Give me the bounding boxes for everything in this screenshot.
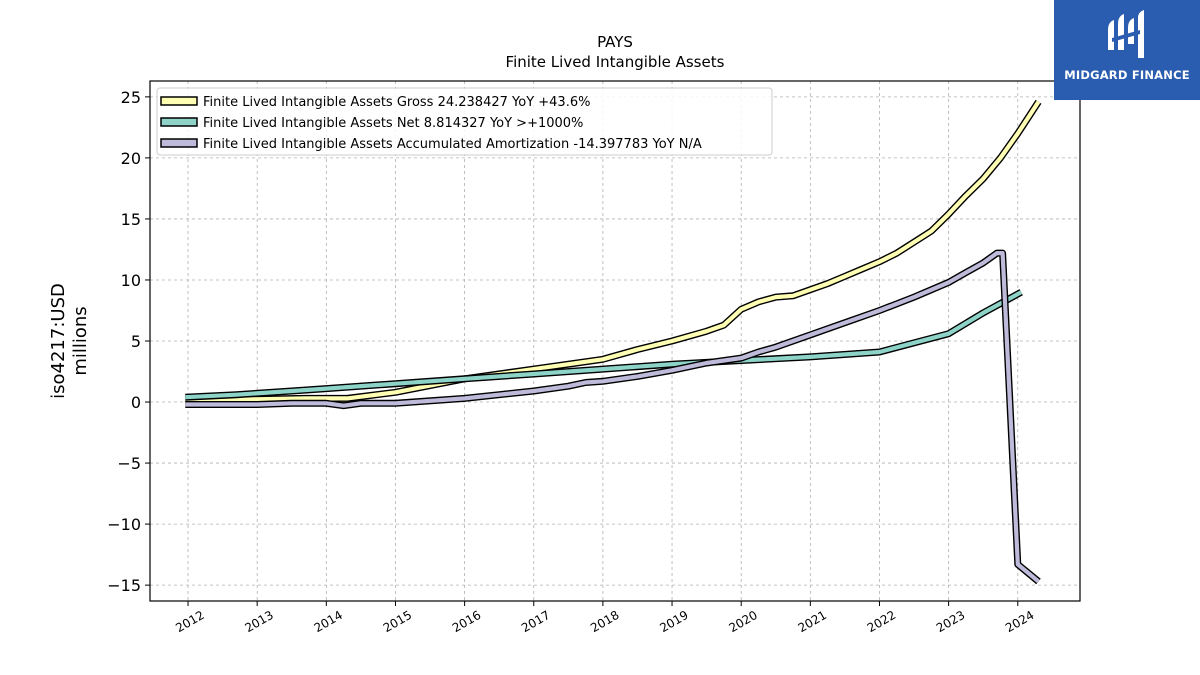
series-line-outline xyxy=(185,249,1041,585)
x-tick-label: 2024 xyxy=(1003,608,1036,635)
y-tick-label: 20 xyxy=(121,149,141,168)
plot-frame xyxy=(149,80,1081,602)
legend-swatch xyxy=(160,96,198,106)
x-tick-label: 2014 xyxy=(312,608,345,635)
logo-text: MIDGARD FINANCE xyxy=(1064,68,1190,82)
x-tick-label: 2021 xyxy=(796,608,829,635)
y-tick-label: −15 xyxy=(107,576,141,595)
legend: Finite Lived Intangible Assets Gross 24.… xyxy=(156,87,773,156)
series-line xyxy=(185,290,1023,400)
legend-label: Finite Lived Intangible Assets Accumulat… xyxy=(203,137,702,152)
x-tick-label: 2020 xyxy=(726,608,759,635)
x-tick-label: 2012 xyxy=(173,608,206,635)
x-tick-label: 2023 xyxy=(934,608,967,635)
legend-swatch xyxy=(160,138,198,148)
y-axis-label-line2: millions xyxy=(70,306,91,375)
y-tick-label: 5 xyxy=(131,332,141,351)
x-tick-label: 2018 xyxy=(588,608,621,635)
legend-swatch xyxy=(160,117,198,127)
x-tick-label: 2017 xyxy=(519,608,552,635)
y-tick-label: 10 xyxy=(121,271,141,290)
y-axis-label-line1: iso4217:USD xyxy=(48,283,69,399)
x-tick-label: 2022 xyxy=(865,608,898,635)
x-tick-label: 2016 xyxy=(450,608,483,635)
x-tick-label: 2015 xyxy=(381,608,414,635)
y-tick-label: 15 xyxy=(121,210,141,229)
y-tick-label: −10 xyxy=(107,515,141,534)
grid-lines xyxy=(150,81,1080,601)
chart-subtitle: Finite Lived Intangible Assets xyxy=(506,53,725,71)
y-tick-label: 25 xyxy=(121,88,141,107)
chart-title: PAYS xyxy=(597,33,633,51)
midgard-finance-logo: MIDGARD FINANCE xyxy=(1054,0,1200,100)
y-tick-label: 0 xyxy=(131,393,141,412)
legend-box xyxy=(156,87,773,156)
series-line xyxy=(185,251,1040,584)
midgard-logo-icon xyxy=(1108,10,1144,58)
y-tick-label: −5 xyxy=(117,454,141,473)
legend-label: Finite Lived Intangible Assets Net 8.814… xyxy=(203,116,583,131)
legend-label: Finite Lived Intangible Assets Gross 24.… xyxy=(203,95,590,110)
x-tick-label: 2013 xyxy=(242,608,275,635)
x-tick-label: 2019 xyxy=(657,608,690,635)
series-lines xyxy=(185,99,1042,585)
